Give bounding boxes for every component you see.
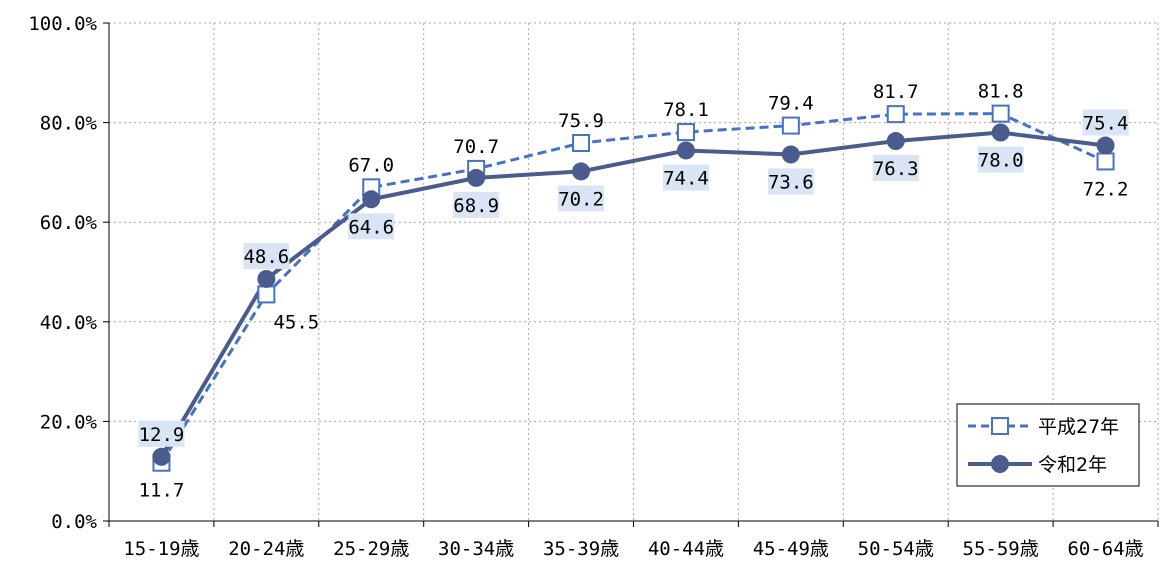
x-tick-label: 45-49歳 [753, 538, 829, 560]
point-marker-reiwa2 [991, 123, 1010, 142]
y-tick-label: 80.0% [40, 113, 98, 135]
x-tick-label: 55-59歳 [963, 538, 1039, 560]
data-label-reiwa2: 75.4 [1083, 113, 1129, 135]
x-tick-label: 60-64歳 [1067, 538, 1143, 560]
gridlines [109, 22, 1159, 521]
point-marker-heisei27 [1096, 152, 1115, 171]
data-label-heisei27: 78.1 [663, 99, 709, 121]
data-label-bg [138, 420, 185, 447]
x-tick-label: 30-34歳 [438, 538, 514, 560]
data-label-reiwa2: 12.9 [139, 424, 185, 446]
data-label-heisei27: 67.0 [348, 154, 394, 176]
point-marker-reiwa2 [152, 447, 171, 466]
point-marker-heisei27 [781, 116, 800, 135]
data-label-heisei27: 72.2 [1083, 178, 1129, 200]
axes [103, 22, 1159, 527]
data-label-heisei27: 75.9 [558, 110, 604, 132]
x-tick-label: 40-44歳 [648, 538, 724, 560]
x-tick-label: 35-39歳 [543, 538, 619, 560]
point-marker-reiwa2 [781, 145, 800, 164]
x-tick-label: 15-19歳 [123, 538, 199, 560]
x-axis-tick-labels: 15-19歳 20-24歳 25-29歳 30-34歳 35-39歳 40-44歳 45-4… [123, 538, 1143, 560]
data-label-heisei27: 81.7 [873, 81, 919, 103]
data-label-bg [977, 146, 1024, 173]
data-label-heisei27: 81.8 [978, 81, 1024, 103]
data-label-reiwa2: 73.6 [768, 171, 814, 193]
point-marker-reiwa2 [886, 132, 905, 151]
point-marker-reiwa2 [1096, 136, 1115, 155]
data-label-heisei27: 79.4 [768, 93, 814, 115]
data-label-reiwa2: 76.3 [873, 158, 919, 180]
data-label-bg [662, 164, 709, 191]
data-label-reiwa2: 70.2 [558, 188, 604, 210]
data-label-heisei27: 11.7 [139, 480, 185, 502]
x-tick-label: 25-29歳 [333, 538, 409, 560]
legend-box [956, 403, 1140, 487]
point-marker-heisei27 [676, 123, 695, 142]
data-label-bg [243, 242, 290, 269]
legend-marker-reiwa2 [991, 455, 1009, 473]
data-label-reiwa2: 78.0 [978, 150, 1024, 172]
data-label-reiwa2: 48.6 [243, 246, 289, 268]
point-marker-heisei27 [257, 285, 276, 304]
data-label-reiwa2: 64.6 [348, 216, 394, 238]
data-label-bg [348, 213, 395, 240]
x-tick-label: 20-24歳 [228, 538, 304, 560]
legend-label-reiwa2: 令和2年 [1038, 454, 1107, 476]
point-marker-reiwa2 [467, 168, 486, 187]
point-marker-reiwa2 [257, 269, 276, 288]
y-tick-label: 0.0% [51, 511, 97, 533]
series-layer [152, 104, 1115, 472]
point-marker-reiwa2 [676, 141, 695, 160]
data-label-heisei27: 70.7 [453, 136, 499, 158]
data-label-bg [872, 155, 919, 182]
data-label-bg [767, 168, 814, 195]
legend-marker-heisei27 [991, 417, 1009, 435]
legend: 平成27年 令和2年 [956, 403, 1140, 487]
data-label-reiwa2: 74.4 [663, 167, 709, 189]
y-axis-tick-labels: 0.0% 20.0% 40.0% 60.0% 80.0% 100.0% [28, 13, 97, 533]
data-label-bg [1082, 109, 1129, 136]
point-marker-reiwa2 [572, 162, 591, 181]
x-tick-label: 50-54歳 [858, 538, 934, 560]
data-label-reiwa2: 68.9 [453, 195, 499, 217]
y-tick-label: 40.0% [40, 312, 98, 334]
point-marker-heisei27 [991, 104, 1010, 123]
data-labels: 11.7 12.9 45.5 48.6 67.0 64.6 70.7 68.9 75.9 70.2… [138, 81, 1129, 502]
point-marker-heisei27 [886, 105, 905, 124]
point-marker-reiwa2 [362, 190, 381, 209]
legend-label-heisei27: 平成27年 [1038, 416, 1119, 438]
data-label-bg [558, 185, 605, 212]
y-tick-label: 20.0% [40, 411, 98, 433]
series-line-reiwa2 [159, 130, 1106, 458]
y-tick-label: 60.0% [40, 212, 98, 234]
data-label-bg [453, 191, 500, 218]
point-marker-heisei27 [572, 134, 591, 153]
data-label-heisei27: 45.5 [273, 311, 319, 333]
y-tick-label: 100.0% [28, 13, 97, 35]
